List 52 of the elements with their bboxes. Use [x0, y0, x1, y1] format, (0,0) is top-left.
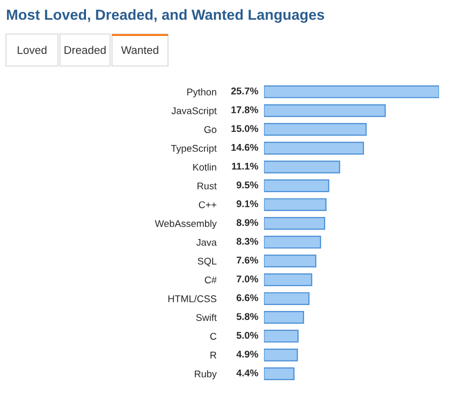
- bar: [264, 273, 312, 286]
- data-label: 7.6%: [236, 256, 258, 264]
- bar: [264, 104, 386, 117]
- y-tick-label: Rust: [198, 182, 217, 190]
- y-tick-label: Python: [187, 88, 216, 98]
- bar: [264, 217, 326, 230]
- data-label: 7.0%: [236, 276, 258, 282]
- y-tick-label: JavaScript: [172, 107, 217, 116]
- y-tick-label: Java: [196, 239, 217, 246]
- data-label: 5.0%: [236, 332, 258, 339]
- bar: [264, 236, 322, 249]
- y-tick-label: HTML/CSS: [168, 295, 216, 302]
- data-label: 9.5%: [236, 182, 258, 188]
- y-tick-label: WebAssembly: [154, 220, 217, 229]
- data-label: 6.6%: [236, 294, 258, 302]
- text: Dreaded: [64, 46, 106, 54]
- bar: [264, 179, 330, 192]
- data-label: 15.0%: [231, 125, 258, 132]
- text: Loved: [18, 46, 46, 54]
- y-tick-label: C: [210, 332, 216, 340]
- y-tick-label: R: [210, 352, 216, 358]
- data-label: 14.6%: [231, 144, 258, 151]
- data-label: 9.1%: [236, 200, 258, 208]
- data-label: 11.1%: [232, 162, 258, 170]
- bar: [264, 123, 367, 136]
- bar: [264, 348, 298, 362]
- bar: [264, 160, 340, 174]
- data-label: 8.3%: [236, 238, 258, 245]
- data-label: 25.7%: [231, 88, 258, 94]
- bar: [264, 85, 439, 98]
- y-tick-label: C++: [198, 201, 216, 208]
- y-tick-label: Go: [204, 126, 216, 134]
- chart-title: Most Loved, Dreaded, and Wanted Languages: [6, 9, 324, 23]
- bar: [264, 310, 304, 324]
- bar: [264, 198, 327, 211]
- text: Wanted: [121, 46, 158, 54]
- y-tick-label: Swift: [196, 314, 217, 321]
- y-tick-label: Ruby: [194, 370, 217, 380]
- data-label: 4.4%: [236, 370, 258, 376]
- bar: [264, 292, 310, 305]
- data-label: 4.9%: [236, 350, 258, 358]
- bar: [264, 142, 364, 155]
- data-label: 17.8%: [231, 106, 258, 114]
- bar: [264, 367, 295, 380]
- y-tick-label: SQL: [198, 258, 216, 266]
- bar: [264, 330, 299, 343]
- y-tick-label: C#: [204, 276, 217, 284]
- y-tick-label: Kotlin: [193, 163, 216, 171]
- y-tick-label: TypeScript: [171, 144, 217, 154]
- data-label: 5.8%: [236, 313, 258, 320]
- data-label: 8.9%: [236, 219, 258, 226]
- bar: [264, 254, 316, 268]
